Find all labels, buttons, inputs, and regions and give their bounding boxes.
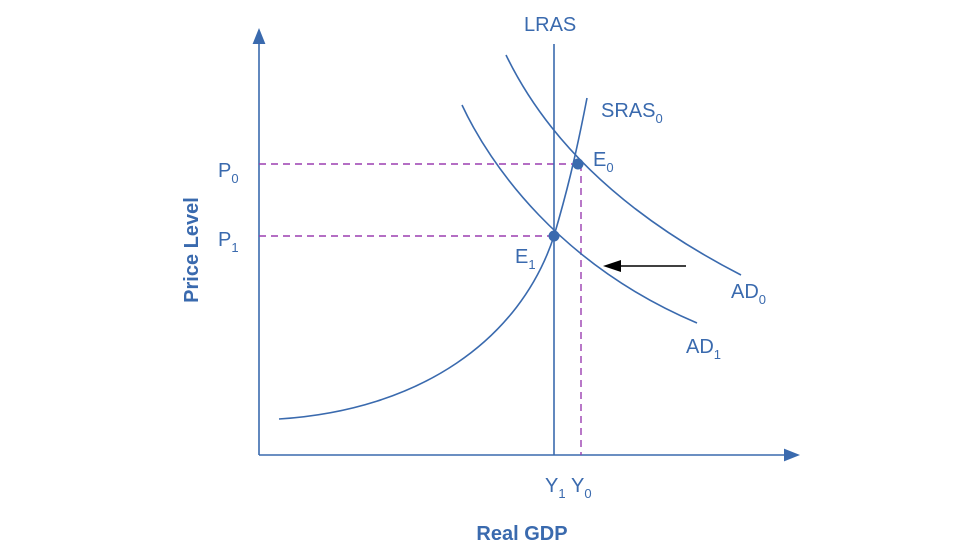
ad0-curve (505, 54, 742, 276)
y0-label: Y0 (571, 475, 592, 501)
y-axis-title: Price Level (181, 197, 203, 303)
p0-label: P0 (218, 160, 239, 186)
p1-label: P1 (218, 229, 239, 255)
e0-label: E0 (593, 149, 614, 175)
sras-label: SRAS0 (601, 100, 663, 126)
x-axis-title: Real GDP (476, 523, 567, 545)
lras-label: LRAS (524, 14, 576, 36)
ad1-curve (461, 104, 698, 324)
sras-curve (278, 97, 588, 420)
e1-point (548, 230, 560, 242)
e1-label: E1 (515, 246, 536, 272)
ad1-label: AD1 (686, 336, 721, 362)
y1-label: Y1 (545, 475, 566, 501)
ad0-label: AD0 (731, 281, 766, 307)
e0-point (572, 158, 584, 170)
